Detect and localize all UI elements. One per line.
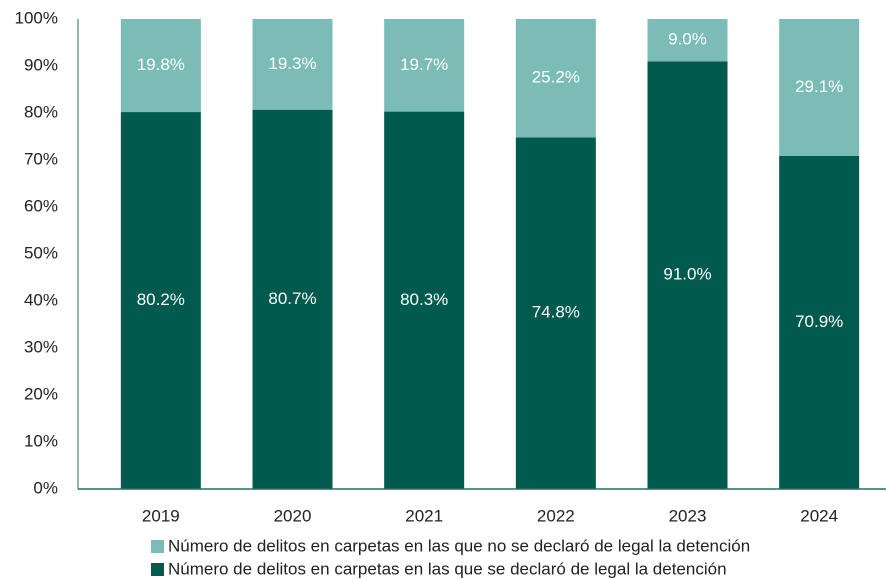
y-tick-label: 0% <box>33 478 58 497</box>
bar-segment <box>647 61 728 490</box>
bar-segment <box>779 155 860 489</box>
bar-segment <box>515 19 596 138</box>
data-label: 80.3% <box>400 290 448 309</box>
y-tick-label: 10% <box>24 431 58 450</box>
legend-swatch <box>151 540 164 553</box>
bar-segment <box>384 111 465 489</box>
bar-segment <box>779 19 860 156</box>
legend-label: Número de delitos en carpetas en las que… <box>168 536 750 555</box>
y-tick-label: 90% <box>24 55 58 74</box>
y-tick-label: 100% <box>15 8 58 27</box>
y-tick-label: 70% <box>24 149 58 168</box>
data-label: 19.3% <box>268 54 316 73</box>
data-label: 91.0% <box>663 265 711 284</box>
y-tick-label: 20% <box>24 384 58 403</box>
data-label: 80.7% <box>268 289 316 308</box>
data-label: 80.2% <box>137 290 185 309</box>
x-tick-label: 2022 <box>537 506 575 525</box>
bar-segment <box>384 19 465 112</box>
data-label: 9.0% <box>668 30 707 49</box>
data-label: 19.8% <box>137 55 185 74</box>
y-tick-label: 40% <box>24 290 58 309</box>
x-tick-label: 2024 <box>800 506 838 525</box>
data-label: 29.1% <box>795 77 843 96</box>
bar-segment <box>252 19 333 110</box>
data-label: 19.7% <box>400 55 448 74</box>
y-tick-label: 80% <box>24 102 58 121</box>
legend-swatch <box>151 563 164 576</box>
bar-segment <box>252 109 333 490</box>
y-tick-label: 30% <box>24 337 58 356</box>
y-tick-label: 50% <box>24 243 58 262</box>
data-label: 25.2% <box>532 68 580 87</box>
data-label: 74.8% <box>532 303 580 322</box>
bar-segment <box>515 137 596 489</box>
x-tick-label: 2019 <box>142 506 180 525</box>
x-tick-label: 2023 <box>669 506 707 525</box>
bar-segment <box>120 112 201 489</box>
legend-label: Número de delitos en carpetas en las que… <box>168 559 727 578</box>
data-label: 70.9% <box>795 312 843 331</box>
bar-segment <box>120 19 201 113</box>
bar-segment <box>647 19 728 62</box>
x-tick-label: 2020 <box>274 506 312 525</box>
x-tick-label: 2021 <box>405 506 443 525</box>
y-tick-label: 60% <box>24 196 58 215</box>
